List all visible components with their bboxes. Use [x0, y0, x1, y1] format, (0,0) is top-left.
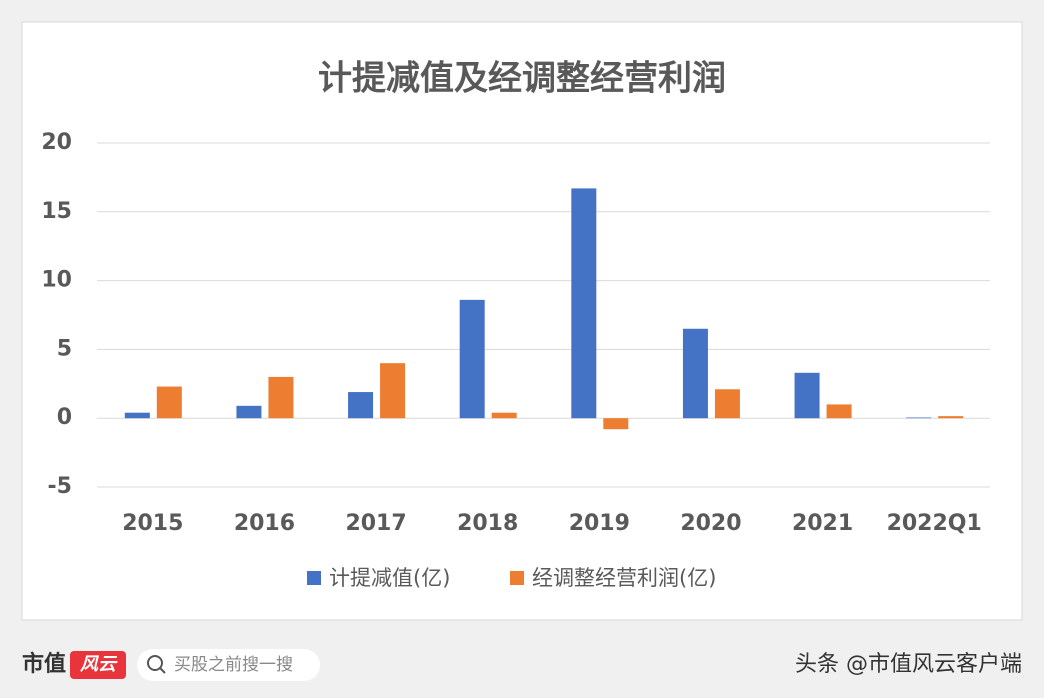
bar [156, 386, 182, 419]
search-icon [147, 655, 163, 671]
bar [236, 405, 262, 419]
search-box[interactable] [137, 649, 320, 681]
bar [380, 363, 406, 419]
x-tick-label: 2020 [680, 511, 741, 536]
bar [714, 389, 740, 419]
y-tick-label: 15 [41, 199, 72, 224]
x-tick-label: 2018 [457, 511, 518, 536]
bar [682, 328, 708, 419]
bar [794, 372, 820, 419]
bar [906, 417, 932, 419]
legend-label: 计提减值(亿) [329, 566, 450, 590]
x-tick-label: 2019 [569, 511, 630, 536]
bar [491, 412, 517, 419]
y-tick-label: 20 [41, 130, 72, 155]
bar [348, 392, 374, 419]
x-tick-label: 2021 [792, 511, 853, 536]
legend-swatch [307, 571, 321, 585]
bar [571, 188, 597, 419]
bar [938, 416, 964, 419]
y-tick-label: 5 [57, 336, 72, 361]
y-tick-label: -5 [48, 474, 72, 499]
bar [459, 299, 485, 419]
footer-credit: 头条 @市值风云客户端 [795, 652, 1022, 677]
chart-card [21, 21, 1023, 621]
chart-title: 计提减值及经调整经营利润 [318, 59, 726, 99]
footer-logo: 市值 [22, 651, 66, 677]
search-placeholder[interactable]: 买股之前搜一搜 [174, 655, 293, 675]
bar [268, 376, 294, 419]
footer-logo-badge: 风云 [80, 654, 118, 675]
y-tick-label: 10 [41, 268, 72, 293]
search-icon-handle [159, 667, 166, 674]
x-tick-label: 2016 [234, 511, 295, 536]
x-tick-label: 2015 [122, 511, 183, 536]
y-tick-label: 0 [57, 405, 72, 430]
legend-label: 经调整经营利润(亿) [532, 566, 716, 590]
bar [603, 418, 629, 430]
logo-badge [70, 651, 126, 679]
bar [124, 412, 150, 419]
x-tick-label: 2017 [345, 511, 406, 536]
bar [826, 404, 852, 419]
x-tick-label: 2022Q1 [887, 511, 982, 536]
legend-swatch [510, 571, 524, 585]
